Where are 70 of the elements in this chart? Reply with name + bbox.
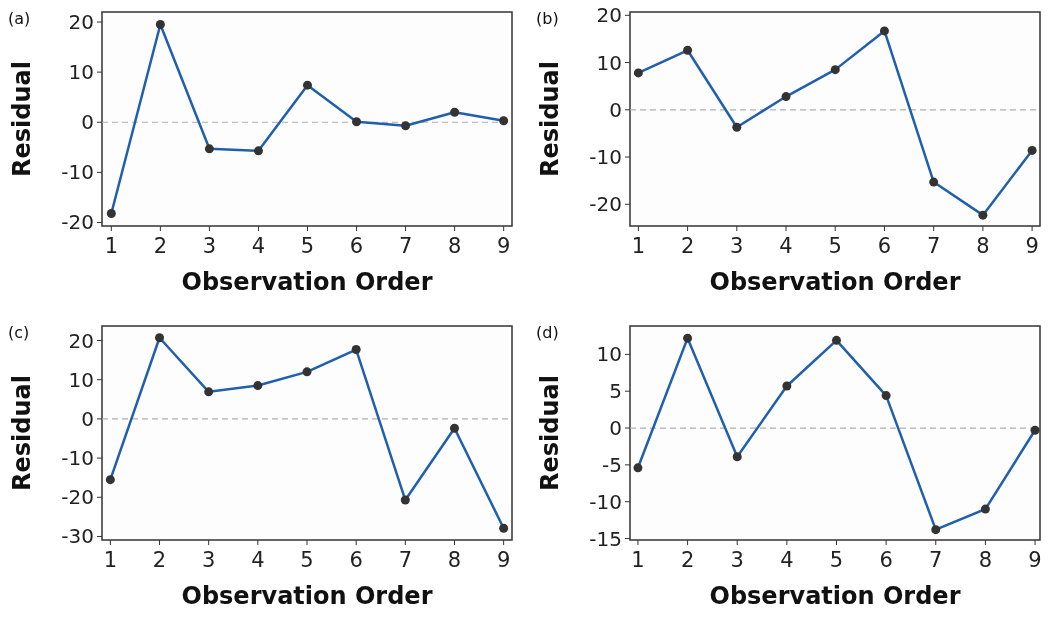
y-tick-label: 5: [609, 379, 622, 404]
y-tick-label: -20: [589, 192, 622, 217]
x-tick-label: 2: [680, 234, 695, 258]
x-tick-label: 1: [103, 548, 118, 572]
x-tick-label: 6: [877, 234, 892, 258]
x-tick-label: 4: [251, 234, 266, 258]
x-tick-label: 7: [398, 548, 413, 572]
y-tick-label: 20: [596, 3, 622, 28]
chart-title: (d): [536, 323, 559, 342]
x-tick-label: 4: [780, 548, 794, 572]
y-tick-label: 20: [68, 10, 94, 35]
x-tick-label: 3: [201, 548, 216, 572]
x-tick-label: 3: [730, 548, 744, 572]
x-tick-label: 9: [1025, 234, 1039, 258]
y-tick-label: 0: [609, 97, 622, 122]
x-tick-label: 1: [631, 234, 646, 258]
y-tick-label: -15: [589, 526, 622, 551]
x-tick-label: 2: [153, 234, 168, 258]
y-axis-title: Residual: [536, 375, 564, 491]
x-tick-label: 6: [349, 548, 363, 572]
y-tick-label: 0: [81, 406, 94, 431]
x-axis-title: Observation Order: [709, 268, 961, 296]
x-tick-label: 9: [1028, 548, 1042, 572]
x-tick-label: 1: [104, 234, 119, 258]
y-axis-title: Residual: [8, 375, 36, 491]
x-tick-label: 2: [680, 548, 695, 572]
y-tick-label: 10: [596, 342, 622, 367]
y-tick-label: -30: [61, 524, 94, 549]
x-axis-title: Observation Order: [181, 268, 433, 296]
y-tick-label: 10: [68, 60, 94, 85]
y-tick-label: 0: [609, 416, 622, 441]
x-tick-label: 8: [976, 234, 990, 258]
x-tick-label: 4: [779, 234, 793, 258]
y-tick-label: 10: [68, 367, 94, 392]
y-axis-title: Residual: [8, 61, 36, 177]
x-tick-label: 8: [447, 548, 462, 572]
x-tick-label: 7: [398, 234, 413, 258]
y-tick-label: 10: [596, 50, 622, 75]
x-tick-label: 5: [829, 548, 844, 572]
x-tick-label: 6: [349, 234, 364, 258]
x-tick-label: 5: [300, 234, 315, 258]
y-tick-label: -10: [589, 489, 622, 514]
x-axis-title: Observation Order: [181, 582, 433, 610]
chart-title: (c): [8, 323, 30, 342]
x-axis-title: Observation Order: [709, 582, 961, 610]
x-tick-label: 9: [496, 548, 511, 572]
x-tick-label: 3: [202, 234, 217, 258]
y-axis-title: Residual: [536, 61, 564, 177]
x-tick-label: 4: [251, 548, 265, 572]
y-tick-label: -20: [61, 485, 94, 510]
x-tick-label: 5: [828, 234, 842, 258]
x-tick-label: 5: [300, 548, 314, 572]
x-tick-label: 8: [978, 548, 993, 572]
y-tick-label: -10: [589, 145, 622, 170]
y-tick-label: -10: [61, 160, 94, 185]
x-tick-label: 3: [730, 234, 744, 258]
y-tick-label: 0: [81, 110, 94, 135]
y-tick-label: -20: [61, 210, 94, 235]
x-tick-label: 9: [496, 234, 511, 258]
x-tick-label: 1: [631, 548, 645, 572]
x-tick-label: 7: [927, 234, 941, 258]
chart-title: (b): [536, 9, 559, 28]
x-tick-label: 8: [447, 234, 462, 258]
chart-title: (a): [8, 9, 31, 28]
x-tick-label: 2: [152, 548, 167, 572]
x-tick-label: 7: [929, 548, 943, 572]
y-tick-label: -10: [61, 446, 94, 471]
y-tick-label: -5: [602, 452, 622, 477]
x-tick-label: 6: [879, 548, 893, 572]
y-tick-label: 20: [68, 328, 94, 353]
